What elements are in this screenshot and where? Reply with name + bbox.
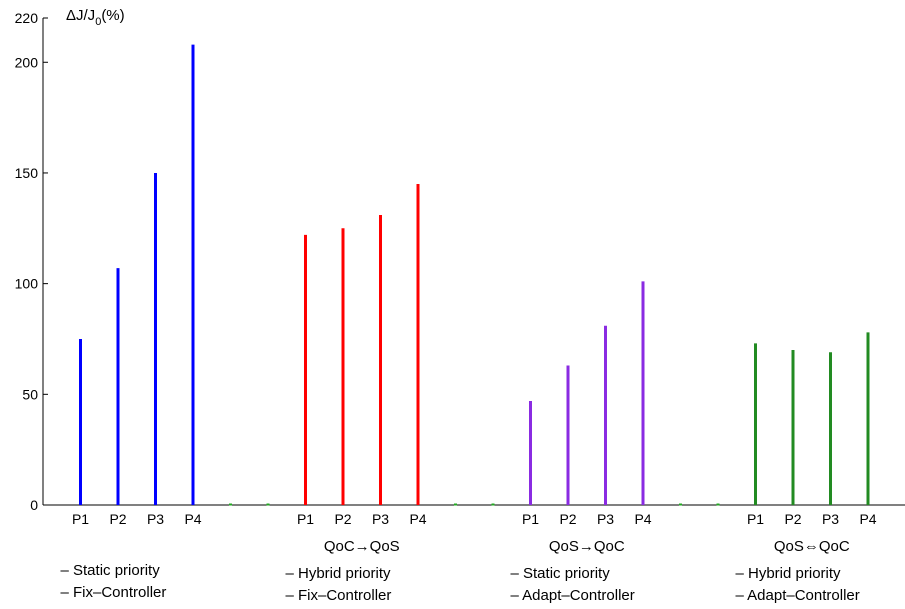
x-tick-label: P1 xyxy=(522,511,539,527)
group-name-label: QoS⇔QoC xyxy=(774,538,850,555)
x-tick-label: P4 xyxy=(634,511,651,527)
y-axis-title: ΔJ/J0(%) xyxy=(66,7,125,28)
bars-layer xyxy=(79,44,870,506)
group-description-line: – Hybrid priority xyxy=(736,565,842,582)
y-tick-label: 100 xyxy=(15,276,39,292)
group-description-line: – Fix–Controller xyxy=(286,587,392,604)
x-tick-label: P3 xyxy=(822,511,839,527)
x-tick-label: P1 xyxy=(72,511,89,527)
y-tick-label: 220 xyxy=(15,10,39,26)
y-tick-label: 50 xyxy=(22,386,38,402)
x-tick-label: P2 xyxy=(559,511,576,527)
x-tick-label: P4 xyxy=(409,511,426,527)
y-tick-label: 0 xyxy=(30,497,38,513)
y-axis-title-suffix: (%) xyxy=(101,7,124,24)
x-tick-label: P4 xyxy=(184,511,201,527)
y-tick-label: 150 xyxy=(15,165,39,181)
x-tick-label: P2 xyxy=(784,511,801,527)
group-description-line: – Static priority xyxy=(61,562,161,579)
x-tick-label: P1 xyxy=(747,511,764,527)
x-tick-label: P3 xyxy=(147,511,164,527)
group-description-line: – Adapt–Controller xyxy=(736,587,860,604)
group-name-label: QoS→QoC xyxy=(549,538,625,555)
group-name-label: QoC→QoS xyxy=(324,538,400,555)
x-tick-label: P2 xyxy=(334,511,351,527)
y-axis-title-main: ΔJ/J xyxy=(66,7,95,24)
group-description-line: – Adapt–Controller xyxy=(511,587,635,604)
x-tick-label: P3 xyxy=(597,511,614,527)
axis-layer: 0 50 100 150 200 220 xyxy=(15,10,905,513)
y-axis-title-subscript: 0 xyxy=(95,16,101,28)
x-tick-label: P3 xyxy=(372,511,389,527)
x-tick-label: P1 xyxy=(297,511,314,527)
group-description-line: – Hybrid priority xyxy=(286,565,392,582)
group-description-line: – Static priority xyxy=(511,565,611,582)
x-tick-label: P4 xyxy=(859,511,876,527)
group-description-line: – Fix–Controller xyxy=(61,584,167,601)
y-tick-label: 200 xyxy=(15,54,39,70)
x-tick-label: P2 xyxy=(109,511,126,527)
labels-layer: P1 P2 P3 P4 – Static priority – Fix–Controlle… xyxy=(61,511,877,604)
